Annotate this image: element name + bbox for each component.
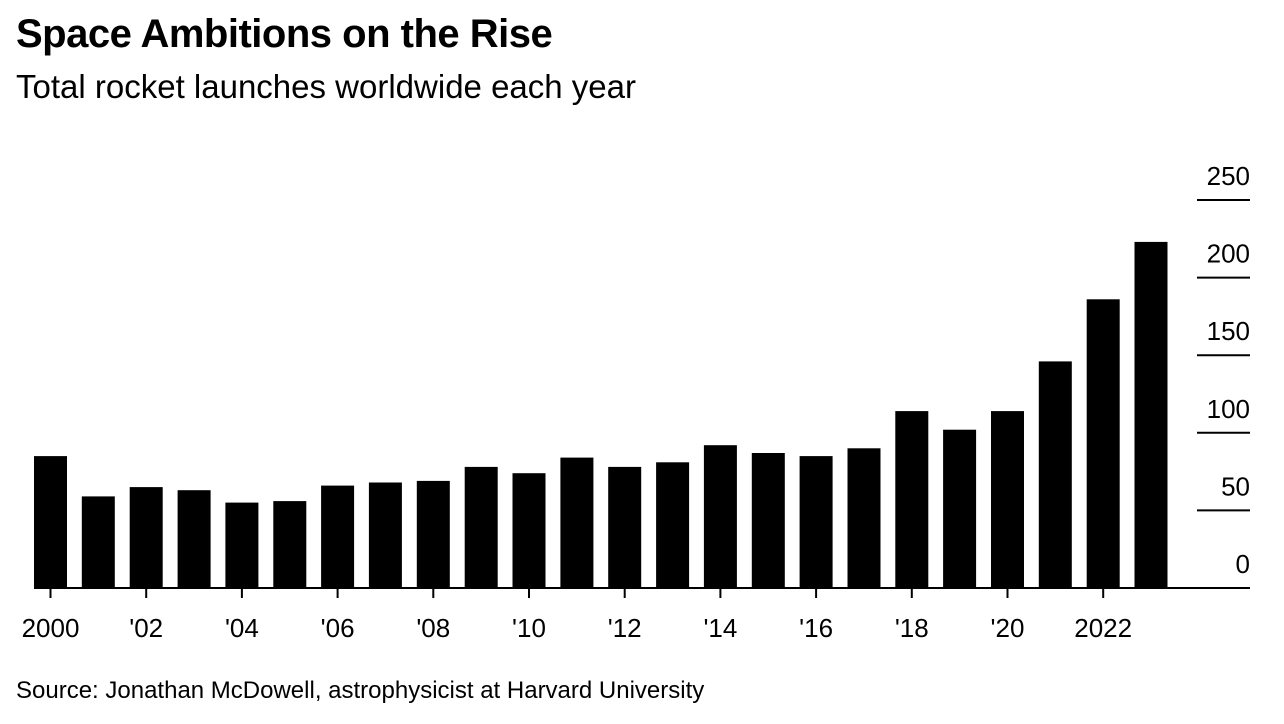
bar-2015 [751, 453, 785, 588]
y-tick-label-200: 200 [1207, 239, 1250, 269]
x-tick-label-2006: '06 [321, 613, 355, 643]
bar-2006 [321, 485, 355, 588]
bar-2003 [177, 490, 211, 588]
bar-2021 [1038, 361, 1072, 588]
chart-title: Space Ambitions on the Rise [16, 12, 553, 56]
bar-2017 [847, 448, 881, 588]
x-tick-label-2008: '08 [416, 613, 450, 643]
bar-2000 [34, 456, 67, 588]
bar-2002 [129, 487, 163, 588]
bars-group [34, 241, 1168, 588]
x-tick-label-2002: '02 [129, 613, 163, 643]
y-axis: 0 50 100 150 200 250 [1197, 161, 1250, 579]
source-note: Source: Jonathan McDowell, astrophysicis… [16, 677, 705, 704]
bar-2010 [512, 473, 546, 588]
bar-2011 [560, 457, 594, 588]
bar-2005 [273, 501, 307, 588]
bar-2023 [1134, 241, 1168, 588]
y-tick-label-250: 250 [1207, 161, 1250, 191]
bar-2016 [799, 456, 833, 588]
bar-2012 [608, 466, 642, 588]
x-tick-label-2022: 2022 [1074, 613, 1132, 643]
x-tick-label-2000: 2000 [22, 613, 80, 643]
bar-2018 [895, 411, 929, 588]
bar-2014 [703, 445, 737, 588]
y-tick-label-150: 150 [1207, 316, 1250, 346]
bar-2020 [991, 411, 1024, 588]
y-tick-label-50: 50 [1221, 471, 1250, 501]
bar-2009 [464, 466, 498, 588]
x-tick-label-2020: '20 [991, 613, 1025, 643]
bar-2022 [1086, 299, 1120, 588]
bar-2001 [81, 496, 115, 588]
x-axis: 2000 '02 '04 '06 '08 '10 '12 '14 '16 '18 '20 2022 [22, 588, 1132, 643]
x-tick-label-2014: '14 [703, 613, 737, 643]
x-tick-label-2010: '10 [512, 613, 546, 643]
bar-2007 [368, 482, 402, 588]
y-tick-label-100: 100 [1207, 394, 1250, 424]
bar-2004 [225, 502, 259, 588]
x-tick-label-2004: '04 [225, 613, 259, 643]
bar-2013 [656, 462, 690, 588]
x-tick-label-2018: '18 [895, 613, 929, 643]
bar-2008 [416, 480, 450, 588]
x-tick-label-2012: '12 [608, 613, 642, 643]
x-tick-label-2016: '16 [799, 613, 833, 643]
y-tick-label-0: 0 [1236, 549, 1250, 579]
chart-subtitle: Total rocket launches worldwide each yea… [16, 68, 636, 105]
bar-2019 [943, 429, 977, 588]
